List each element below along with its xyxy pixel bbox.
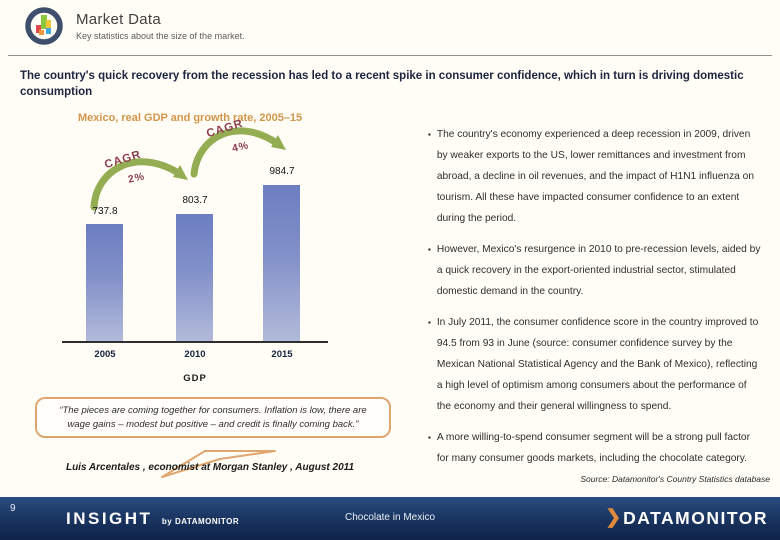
bar-2015 [263,185,300,341]
bullet-item: ▪ In July 2011, the consumer confidence … [428,312,774,417]
axis-label-2005: 2005 [94,349,116,360]
bullet-list: ▪ The country's economy experienced a de… [428,124,774,479]
chart-plot-area [62,110,328,343]
gdp-bar-chart: Mexico, real GDP and growth rate, 2005–1… [60,110,395,400]
bullet-item: ▪ A more willing-to-spend consumer segme… [428,427,774,469]
bar-2010 [176,214,213,341]
header-divider [8,55,772,56]
header-text-block: Market Data Key statistics about the siz… [76,11,245,41]
chart-title: Mexico, real GDP and growth rate, 2005–1… [78,112,303,124]
slide-header: Market Data Key statistics about the siz… [24,6,245,46]
bullet-text: A more willing-to-spend consumer segment… [436,432,750,464]
bar-2005 [86,224,123,341]
page-number: 9 [10,503,16,514]
slide-headline: The country's quick recovery from the re… [20,70,744,98]
bullet-text: The country's economy experienced a deep… [436,129,754,224]
bullet-text: In July 2011, the consumer confidence sc… [436,317,759,412]
report-title: Chocolate in Mexico [344,512,436,523]
insight-brand: INSIGHT by DATAMONITOR [66,509,239,529]
page-subtitle: Key statistics about the size of the mar… [76,31,245,41]
axis-label-2015: 2015 [271,349,293,360]
datamonitor-logo: ❯ DATAMONITOR [605,507,768,529]
quote-attribution: Luis Arcentales , economist at Morgan St… [65,462,355,473]
insight-brand-name: INSIGHT [66,509,153,528]
bullet-item: ▪ The country's economy experienced a de… [428,124,774,229]
axis-label-2010: 2010 [184,349,206,360]
bullet-marker-icon: ▪ [428,318,431,327]
bar-value-2010: 803.7 [182,195,208,206]
bullet-text: However, Mexico's resurgence in 2010 to … [436,244,761,297]
bar-value-2005: 737.8 [92,206,118,217]
datamonitor-chevron-icon: ❯ [605,507,622,528]
bar-value-2015: 984.7 [269,166,295,177]
quote-callout-tail [161,450,276,478]
market-data-logo-icon [25,7,63,45]
bullet-marker-icon: ▪ [428,130,431,139]
page-title: Market Data [76,11,161,28]
insight-brand-suffix: by DATAMONITOR [161,517,240,526]
footer-bar: 9 INSIGHT by DATAMONITOR Chocolate in Me… [0,497,780,540]
bullet-marker-icon: ▪ [428,433,431,442]
bullet-marker-icon: ▪ [428,245,431,254]
datamonitor-logo-text: DATAMONITOR [623,507,768,528]
bullet-item: ▪ However, Mexico's resurgence in 2010 t… [428,239,774,302]
source-note: Source: Datamonitor's Country Statistics… [580,474,770,484]
chart-legend-gdp: GDP [183,373,207,384]
quote-callout: “The pieces are coming together for cons… [35,397,391,438]
